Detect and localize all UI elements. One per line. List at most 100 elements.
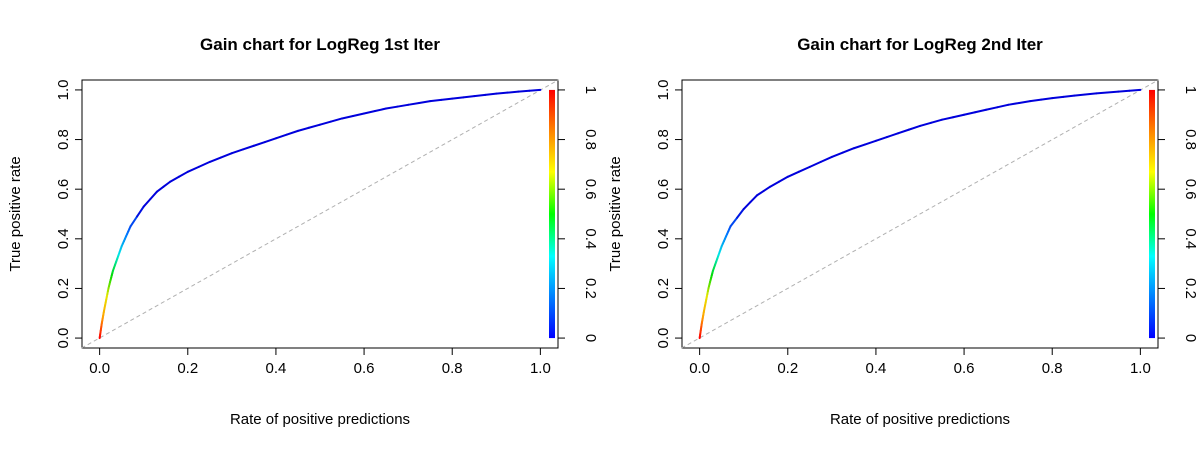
x-tick-label: 0.6 bbox=[954, 360, 975, 377]
colorbar-tick-label: 0.6 bbox=[1182, 179, 1199, 200]
gain-curve-segment bbox=[495, 91, 509, 95]
gain-curve-segment bbox=[352, 112, 366, 117]
gain-curve bbox=[698, 88, 1142, 340]
gain-curve-segment bbox=[263, 137, 277, 144]
gain-curve-segment bbox=[385, 105, 399, 110]
gain-curve-segment bbox=[1095, 91, 1109, 95]
x-tick-label: 0.4 bbox=[265, 360, 286, 377]
x-tick-label: 0.0 bbox=[89, 360, 110, 377]
gain-curve-segment bbox=[985, 106, 999, 111]
gain-curve-segment bbox=[341, 114, 355, 120]
gain-curve-segment bbox=[819, 155, 833, 163]
gain-curve-segment bbox=[208, 156, 222, 163]
gain-curve-segment bbox=[841, 147, 855, 154]
gain-curve-segment bbox=[786, 170, 800, 178]
gain-curve-segment bbox=[418, 100, 432, 104]
colorbar-tick-label: 0.2 bbox=[1182, 278, 1199, 299]
y-tick-label: 0.6 bbox=[55, 179, 72, 200]
gain-curve-segment bbox=[162, 180, 172, 188]
gain-curve bbox=[98, 88, 542, 340]
y-tick-label: 0.4 bbox=[655, 228, 672, 249]
colorbar bbox=[549, 89, 555, 339]
x-tick-label: 0.4 bbox=[865, 360, 886, 377]
gain-curve-segment bbox=[1062, 94, 1076, 98]
gain-curve-segment bbox=[285, 129, 299, 136]
gain-curve-segment bbox=[186, 165, 200, 173]
gain-curve-segment bbox=[363, 110, 377, 115]
y-tick-label: 0.4 bbox=[55, 228, 72, 249]
y-tick-label: 0.6 bbox=[655, 179, 672, 200]
gain-curve-segment bbox=[473, 93, 487, 98]
gain-curve-segment bbox=[129, 215, 139, 228]
gain-curve-segment bbox=[755, 190, 765, 197]
gain-curve-segment bbox=[230, 148, 244, 155]
y-tick-label: 1.0 bbox=[655, 79, 672, 100]
gain-curve-segment bbox=[736, 208, 745, 219]
reference-diagonal-line bbox=[81, 79, 559, 349]
gain-curve-segment bbox=[729, 216, 739, 228]
plot-frame bbox=[81, 79, 559, 349]
gain-curve-segment bbox=[874, 136, 888, 142]
gain-curve-segment bbox=[374, 107, 388, 113]
y-axis-label: True positive rate bbox=[7, 156, 24, 271]
gain-curve-segment bbox=[1029, 98, 1043, 103]
y-tick-label: 0.2 bbox=[55, 278, 72, 299]
gain-curve-segment bbox=[1117, 89, 1131, 93]
x-tick-label: 1.0 bbox=[530, 360, 551, 377]
gain-curve-segment bbox=[907, 124, 921, 131]
colorbar-tick-label: 0 bbox=[582, 334, 599, 342]
y-tick-label: 1.0 bbox=[55, 79, 72, 100]
gain-curve-segment bbox=[941, 116, 955, 121]
colorbar-tick-label: 0.6 bbox=[582, 179, 599, 200]
chart-panel-1: Gain chart for LogReg 1st Iter 0.0 0.2 0.4 0… bbox=[7, 35, 599, 428]
colorbar-tick-label: 0.8 bbox=[582, 129, 599, 150]
gain-curve-segment bbox=[506, 90, 520, 94]
gain-curve-segment bbox=[1040, 97, 1054, 101]
gain-curve-segment bbox=[1018, 100, 1032, 104]
gain-curve-segment bbox=[749, 194, 758, 204]
colorbar-tick-label: 1 bbox=[1182, 86, 1199, 94]
gain-curve-segment bbox=[919, 121, 933, 127]
gain-curve-segment bbox=[219, 152, 233, 159]
chart-title: Gain chart for LogReg 2nd Iter bbox=[797, 35, 1043, 54]
gain-curve-segment bbox=[136, 205, 145, 218]
gain-curve-segment bbox=[177, 170, 189, 178]
colorbar-tick-label: 0.4 bbox=[582, 228, 599, 249]
gain-curve-segment bbox=[429, 98, 443, 103]
x-tick-label: 0.8 bbox=[1042, 360, 1063, 377]
gain-curve-segment bbox=[451, 96, 465, 100]
gain-curve-segment bbox=[830, 151, 844, 158]
gain-curve-segment bbox=[742, 201, 752, 211]
gain-curve-segment bbox=[517, 89, 531, 93]
gain-curve-segment bbox=[241, 144, 255, 151]
gain-curve-segment bbox=[1007, 101, 1021, 106]
gain-curve-segment bbox=[1073, 93, 1087, 97]
gain-curve-segment bbox=[762, 185, 772, 193]
gain-curve-segment bbox=[484, 92, 498, 96]
x-tick-label: 0.0 bbox=[689, 360, 710, 377]
x-tick-label: 0.6 bbox=[354, 360, 375, 377]
gain-curve-segment bbox=[885, 132, 899, 139]
gain-curve-segment bbox=[440, 97, 454, 101]
gain-curve-segment bbox=[896, 128, 910, 135]
colorbar-tick-label: 0.2 bbox=[582, 278, 599, 299]
gain-curve-segment bbox=[863, 139, 877, 146]
gain-curve-segment bbox=[252, 141, 266, 147]
colorbar-tick-label: 1 bbox=[582, 86, 599, 94]
plot-frame bbox=[681, 79, 1159, 349]
colorbar-tick-label: 0.8 bbox=[1182, 129, 1199, 150]
chart-panel-2: Gain chart for LogReg 2nd Iter 0.0 0.2 0.4 0… bbox=[607, 35, 1199, 428]
gain-curve-segment bbox=[930, 118, 944, 124]
y-tick-label: 0.2 bbox=[655, 278, 672, 299]
gain-curve-segment bbox=[1084, 92, 1098, 96]
gain-curve-segment bbox=[852, 143, 866, 150]
gain-curve-segment bbox=[1128, 88, 1142, 92]
gain-curve-segment bbox=[169, 175, 180, 183]
reference-diagonal-line bbox=[681, 79, 1159, 349]
chart-title: Gain chart for LogReg 1st Iter bbox=[200, 35, 440, 54]
gain-curve-segment bbox=[396, 103, 410, 108]
gain-curve-segment bbox=[769, 180, 780, 188]
colorbar-tick-label: 0 bbox=[1182, 334, 1199, 342]
gain-curve-segment bbox=[330, 117, 344, 123]
